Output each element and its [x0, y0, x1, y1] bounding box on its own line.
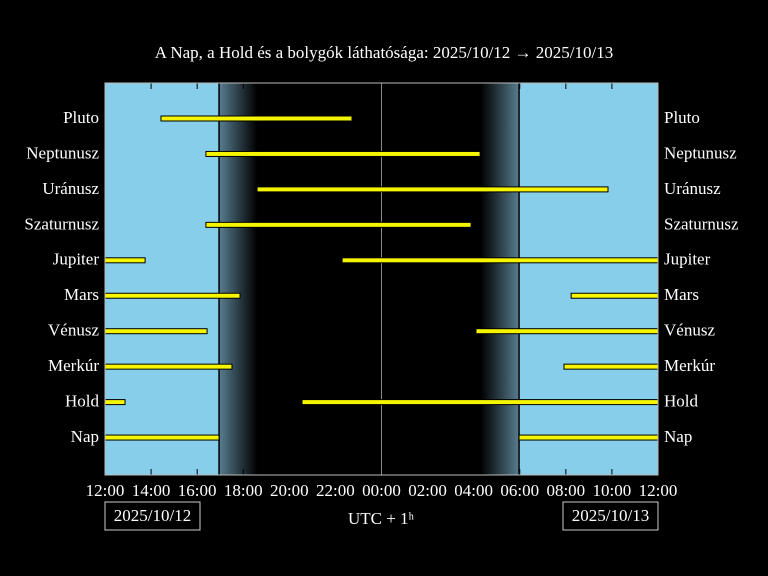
row-label: Merkúr: [48, 356, 99, 375]
x-tick-label: 00:00: [362, 481, 401, 500]
visibility-bar: [205, 221, 472, 228]
row-label: Pluto: [664, 108, 700, 127]
visibility-bar: [341, 257, 659, 264]
day: [519, 83, 658, 475]
row-label: Mars: [64, 285, 99, 304]
date-box: [104, 501, 201, 531]
x-tick-label: 18:00: [224, 481, 263, 500]
x-tick-label: 14:00: [132, 481, 171, 500]
x-tick-label: 06:00: [500, 481, 539, 500]
x-axis-label: UTC + 1ʰ: [348, 509, 415, 528]
x-tick-label: 12:00: [86, 481, 125, 500]
x-tick-label: 08:00: [546, 481, 585, 500]
visibility-bar: [104, 434, 220, 441]
x-tick-label: 20:00: [270, 481, 309, 500]
row-label: Szaturnusz: [24, 214, 99, 233]
visibility-bar: [104, 363, 233, 370]
plot-frame: [104, 82, 659, 476]
visibility-bar: [104, 328, 208, 335]
x-tick-label: 16:00: [178, 481, 217, 500]
row-label: Hold: [65, 392, 100, 411]
end-date: 2025/10/13: [572, 506, 649, 525]
visibility-bar: [205, 150, 481, 157]
x-tick-label: 12:00: [639, 481, 678, 500]
x-tick-label: 22:00: [316, 481, 355, 500]
chart-title: A Nap, a Hold és a bolygók láthatósága: …: [155, 43, 613, 62]
date-box: [562, 501, 659, 531]
row-label: Jupiter: [664, 250, 711, 269]
row-label: Hold: [664, 392, 699, 411]
row-label: Vénusz: [664, 321, 715, 340]
row-label: Nap: [71, 427, 99, 446]
visibility-bar: [256, 186, 609, 193]
row-label: Uránusz: [664, 179, 721, 198]
visibility-bar: [475, 328, 659, 335]
row-label: Neptunusz: [26, 143, 99, 162]
x-tick-label: 02:00: [408, 481, 447, 500]
visibility-bar: [104, 257, 146, 264]
dawn: [481, 83, 520, 475]
x-tick-label: 04:00: [454, 481, 493, 500]
row-label: Merkúr: [664, 356, 715, 375]
row-label: Neptunusz: [664, 143, 737, 162]
visibility-bar: [518, 434, 659, 441]
row-label: Pluto: [63, 108, 99, 127]
visibility-bar: [104, 292, 241, 299]
row-label: Vénusz: [48, 321, 99, 340]
row-label: Uránusz: [42, 179, 99, 198]
start-date: 2025/10/12: [114, 506, 191, 525]
visibility-bar: [570, 292, 659, 299]
row-label: Szaturnusz: [664, 214, 739, 233]
dusk: [219, 83, 258, 475]
row-label: Nap: [664, 427, 692, 446]
x-tick-label: 10:00: [593, 481, 632, 500]
row-label: Jupiter: [53, 250, 100, 269]
visibility-bar: [104, 399, 126, 406]
visibility-bar: [160, 115, 353, 122]
visibility-bar: [301, 399, 659, 406]
row-label: Mars: [664, 285, 699, 304]
visibility-bar: [563, 363, 659, 370]
day: [105, 83, 220, 475]
